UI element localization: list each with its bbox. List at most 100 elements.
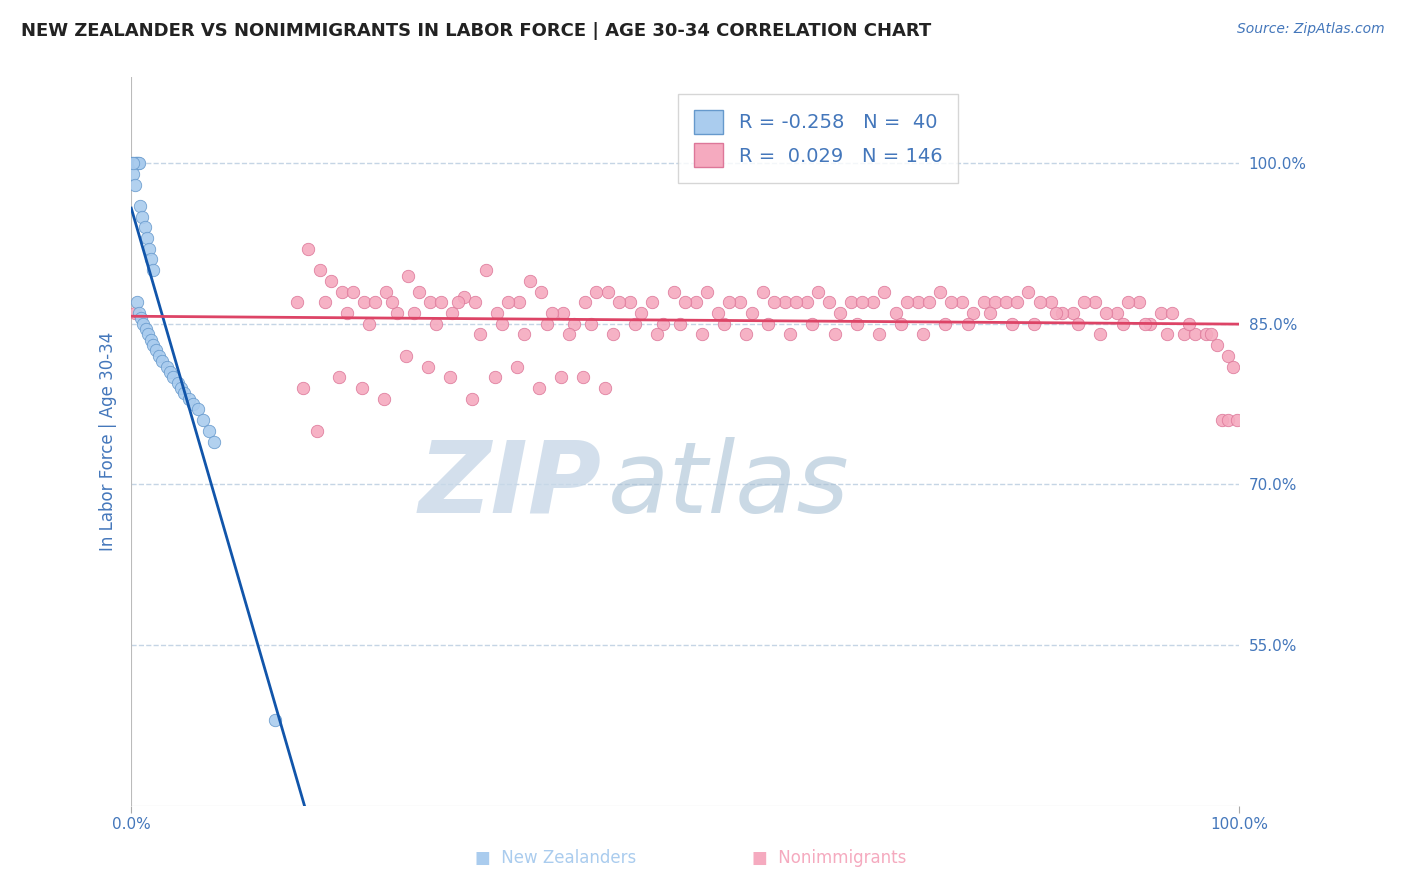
Point bbox=[779, 327, 801, 342]
Point bbox=[129, 199, 152, 213]
Point bbox=[127, 156, 149, 170]
Point bbox=[1090, 327, 1112, 342]
Point bbox=[177, 392, 200, 406]
Point bbox=[141, 333, 163, 347]
Point bbox=[291, 381, 314, 395]
Point bbox=[607, 295, 630, 310]
Point bbox=[956, 317, 979, 331]
Text: atlas: atlas bbox=[607, 437, 849, 533]
Point bbox=[441, 306, 464, 320]
Point bbox=[148, 349, 170, 363]
Point bbox=[912, 327, 935, 342]
Point bbox=[1226, 413, 1249, 427]
Point bbox=[1150, 306, 1173, 320]
Y-axis label: In Labor Force | Age 30-34: In Labor Force | Age 30-34 bbox=[100, 332, 117, 551]
Text: Source: ZipAtlas.com: Source: ZipAtlas.com bbox=[1237, 22, 1385, 37]
Point bbox=[125, 295, 148, 310]
Point bbox=[447, 295, 470, 310]
Point bbox=[1084, 295, 1107, 310]
Point bbox=[652, 317, 675, 331]
Point bbox=[307, 424, 329, 438]
Point bbox=[484, 370, 506, 384]
Point bbox=[314, 295, 336, 310]
Point bbox=[336, 306, 359, 320]
Point bbox=[807, 285, 830, 299]
Point bbox=[197, 424, 219, 438]
Point bbox=[193, 413, 215, 427]
Point bbox=[995, 295, 1018, 310]
Point bbox=[131, 210, 153, 224]
Point bbox=[641, 295, 664, 310]
Text: NEW ZEALANDER VS NONIMMIGRANTS IN LABOR FORCE | AGE 30-34 CORRELATION CHART: NEW ZEALANDER VS NONIMMIGRANTS IN LABOR … bbox=[21, 22, 931, 40]
Point bbox=[585, 285, 607, 299]
Point bbox=[572, 370, 595, 384]
Point bbox=[541, 306, 564, 320]
Point bbox=[741, 306, 763, 320]
Point bbox=[419, 295, 441, 310]
Point bbox=[868, 327, 890, 342]
Point bbox=[939, 295, 962, 310]
Point bbox=[1039, 295, 1062, 310]
Point bbox=[170, 381, 193, 395]
Point bbox=[574, 295, 596, 310]
Point bbox=[962, 306, 984, 320]
Point bbox=[138, 242, 160, 256]
Point bbox=[129, 311, 152, 326]
Point bbox=[124, 178, 146, 192]
Point bbox=[1156, 327, 1178, 342]
Point bbox=[416, 359, 439, 374]
Point bbox=[796, 295, 818, 310]
Point bbox=[550, 370, 572, 384]
Point bbox=[142, 338, 165, 352]
Point bbox=[536, 317, 558, 331]
Point bbox=[673, 295, 696, 310]
Point bbox=[1222, 359, 1244, 374]
Point bbox=[1017, 285, 1039, 299]
Point bbox=[690, 327, 713, 342]
Point bbox=[762, 295, 785, 310]
Point bbox=[707, 306, 730, 320]
Point bbox=[470, 327, 492, 342]
Point bbox=[385, 306, 408, 320]
Point bbox=[1173, 327, 1195, 342]
Point bbox=[128, 156, 150, 170]
Point bbox=[1133, 317, 1156, 331]
Point bbox=[950, 295, 973, 310]
Point bbox=[718, 295, 741, 310]
Point bbox=[845, 317, 868, 331]
Point bbox=[453, 290, 475, 304]
Point bbox=[122, 156, 145, 170]
Point bbox=[287, 295, 309, 310]
Point bbox=[308, 263, 330, 277]
Point bbox=[124, 156, 146, 170]
Point bbox=[122, 167, 145, 181]
Point bbox=[373, 392, 395, 406]
Point bbox=[596, 285, 619, 299]
Point bbox=[125, 156, 148, 170]
Point bbox=[513, 327, 536, 342]
Point bbox=[984, 295, 1007, 310]
Point bbox=[474, 263, 496, 277]
Point bbox=[1095, 306, 1118, 320]
Point bbox=[297, 242, 319, 256]
Point bbox=[359, 317, 381, 331]
Point bbox=[730, 295, 752, 310]
Point bbox=[159, 365, 181, 379]
Point bbox=[328, 370, 350, 384]
Point bbox=[173, 386, 195, 401]
Point bbox=[1178, 317, 1201, 331]
Point bbox=[751, 285, 773, 299]
Point bbox=[527, 381, 550, 395]
Point bbox=[125, 156, 148, 170]
Point bbox=[1111, 317, 1133, 331]
Point bbox=[350, 381, 373, 395]
Point bbox=[1001, 317, 1024, 331]
Point bbox=[135, 322, 157, 336]
Point bbox=[430, 295, 453, 310]
Point bbox=[839, 295, 862, 310]
Point bbox=[136, 327, 159, 342]
Point bbox=[979, 306, 1001, 320]
Legend: R = -0.258   N =  40, R =  0.029   N = 146: R = -0.258 N = 40, R = 0.029 N = 146 bbox=[678, 95, 957, 183]
Point bbox=[141, 252, 163, 267]
Point bbox=[896, 295, 918, 310]
